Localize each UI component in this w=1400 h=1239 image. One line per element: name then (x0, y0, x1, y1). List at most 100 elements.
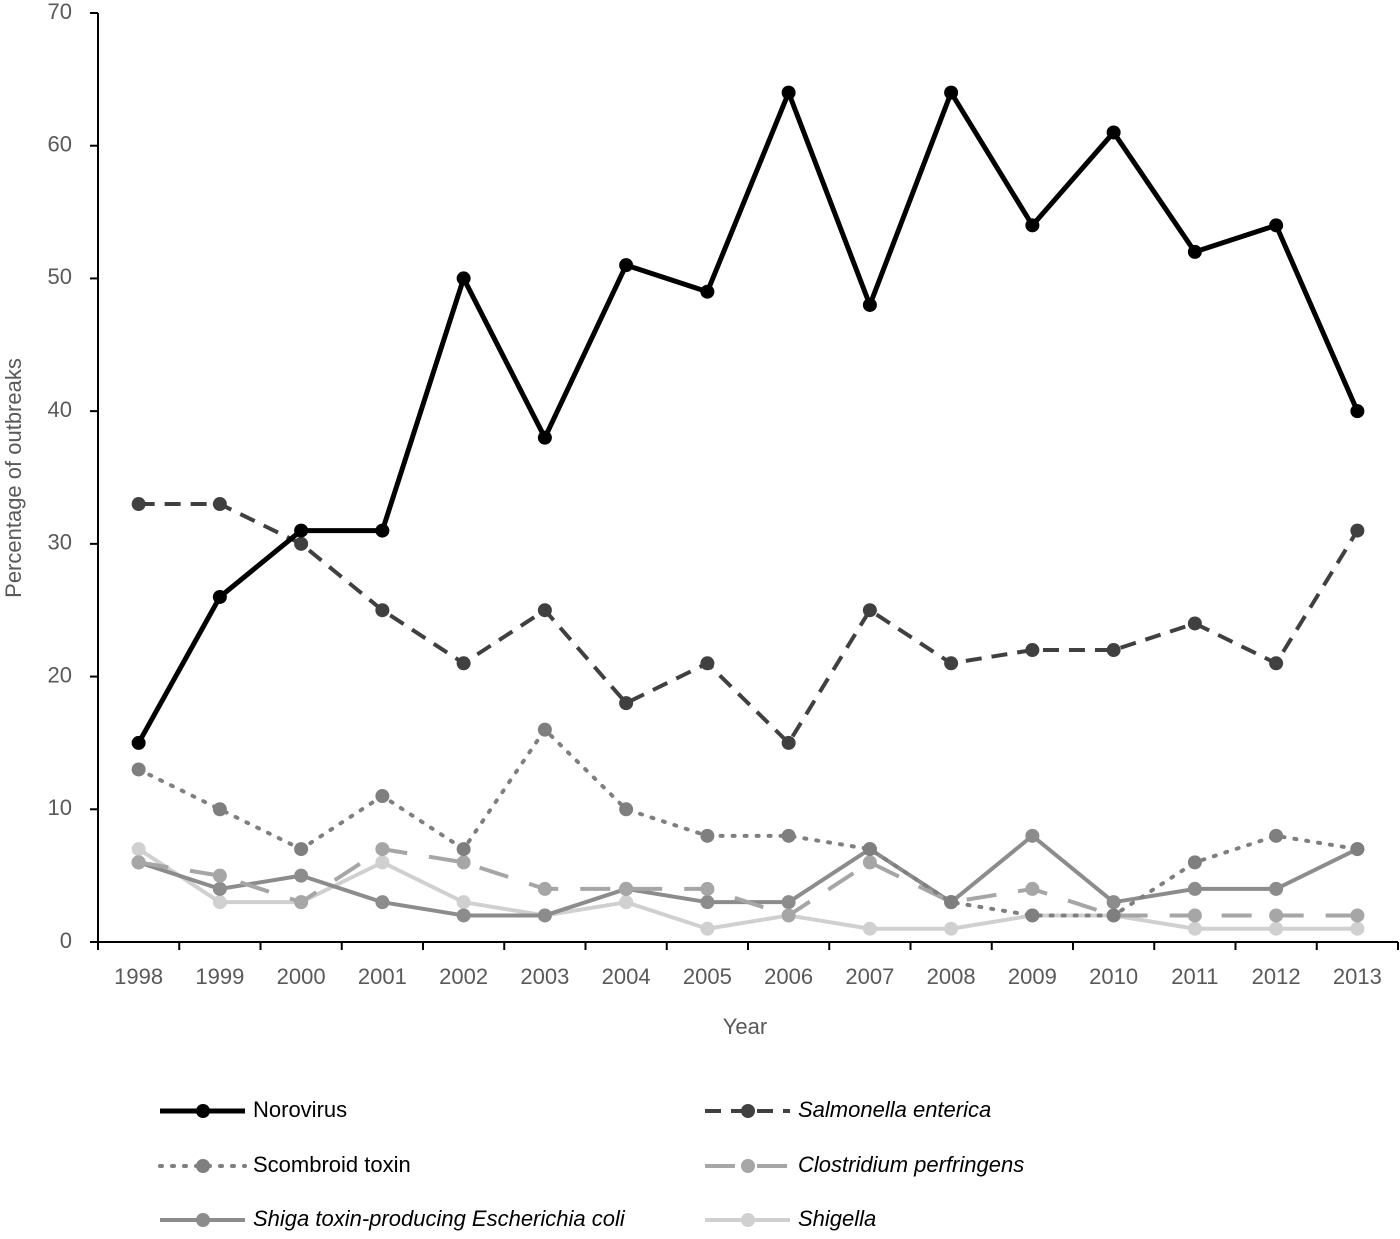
x-tick-label: 2000 (277, 964, 326, 989)
series-line (138, 502, 1360, 745)
point (212, 802, 227, 817)
point (1269, 921, 1284, 936)
point (700, 828, 715, 843)
point (456, 908, 471, 923)
x-tick-label: 2013 (1333, 964, 1382, 989)
point (700, 284, 715, 299)
point (456, 895, 471, 910)
point (294, 842, 309, 857)
point (294, 536, 309, 551)
x-tick-label: 2008 (927, 964, 976, 989)
point (375, 523, 390, 538)
x-tick-label: 2012 (1252, 964, 1301, 989)
y-tick-label: 50 (48, 264, 72, 289)
point (1350, 523, 1365, 538)
point (456, 842, 471, 857)
point (131, 735, 146, 750)
point (131, 762, 146, 777)
point (294, 868, 309, 883)
y-tick-label: 30 (48, 530, 72, 555)
point (862, 921, 877, 936)
point (619, 258, 634, 273)
point (944, 656, 959, 671)
point (700, 656, 715, 671)
point (1187, 855, 1202, 870)
point (1350, 921, 1365, 936)
point (619, 802, 634, 817)
point (944, 895, 959, 910)
series-line (138, 847, 1358, 918)
point (944, 921, 959, 936)
x-tick-label: 1998 (114, 964, 163, 989)
y-tick-label: 20 (48, 662, 72, 687)
point (1350, 842, 1365, 857)
point (1106, 908, 1121, 923)
point (1106, 895, 1121, 910)
point (131, 842, 146, 857)
point (1187, 921, 1202, 936)
x-tick-label: 2005 (683, 964, 732, 989)
point (375, 842, 390, 857)
series-line (136, 727, 1360, 918)
point (537, 881, 552, 896)
point (781, 735, 796, 750)
point (212, 895, 227, 910)
legend-marker (741, 1213, 755, 1227)
point (1350, 908, 1365, 923)
x-tick-label: 2006 (764, 964, 813, 989)
point (537, 908, 552, 923)
point (294, 895, 309, 910)
point (1187, 908, 1202, 923)
point (212, 868, 227, 883)
legend-label: Scombroid toxin (253, 1152, 411, 1177)
x-axis-title: Year (723, 1014, 767, 1039)
point (1269, 908, 1284, 923)
point (1269, 656, 1284, 671)
series-line (137, 847, 1358, 931)
point (1269, 218, 1284, 233)
point (537, 722, 552, 737)
legend-label: Shigella (798, 1206, 876, 1231)
point (1187, 881, 1202, 896)
point (700, 921, 715, 936)
point (619, 895, 634, 910)
legend-marker (741, 1159, 755, 1173)
point (1025, 908, 1040, 923)
series-line (136, 90, 1360, 745)
legend-marker (196, 1104, 210, 1118)
point (456, 656, 471, 671)
point (537, 603, 552, 618)
x-tick-label: 2010 (1089, 964, 1138, 989)
point (781, 908, 796, 923)
point (1106, 643, 1121, 658)
point (1269, 881, 1284, 896)
point (619, 881, 634, 896)
point (862, 842, 877, 857)
point (1350, 404, 1365, 419)
point (131, 497, 146, 512)
point (781, 85, 796, 100)
point (1025, 643, 1040, 658)
x-tick-label: 2007 (845, 964, 894, 989)
point (1187, 244, 1202, 259)
point (1025, 828, 1040, 843)
point (1187, 616, 1202, 631)
point (456, 855, 471, 870)
point (375, 603, 390, 618)
y-axis-title: Percentage of outbreaks (1, 358, 26, 598)
point (375, 895, 390, 910)
y-tick-label: 10 (48, 795, 72, 820)
y-tick-label: 40 (48, 397, 72, 422)
x-tick-label: 2011 (1171, 964, 1218, 989)
y-tick-label: 60 (48, 132, 72, 157)
point (781, 828, 796, 843)
point (944, 85, 959, 100)
x-tick-label: 2001 (358, 964, 407, 989)
point (619, 696, 634, 711)
legend-label: Norovirus (253, 1097, 347, 1122)
point (700, 881, 715, 896)
point (212, 881, 227, 896)
x-tick-label: 2002 (439, 964, 488, 989)
